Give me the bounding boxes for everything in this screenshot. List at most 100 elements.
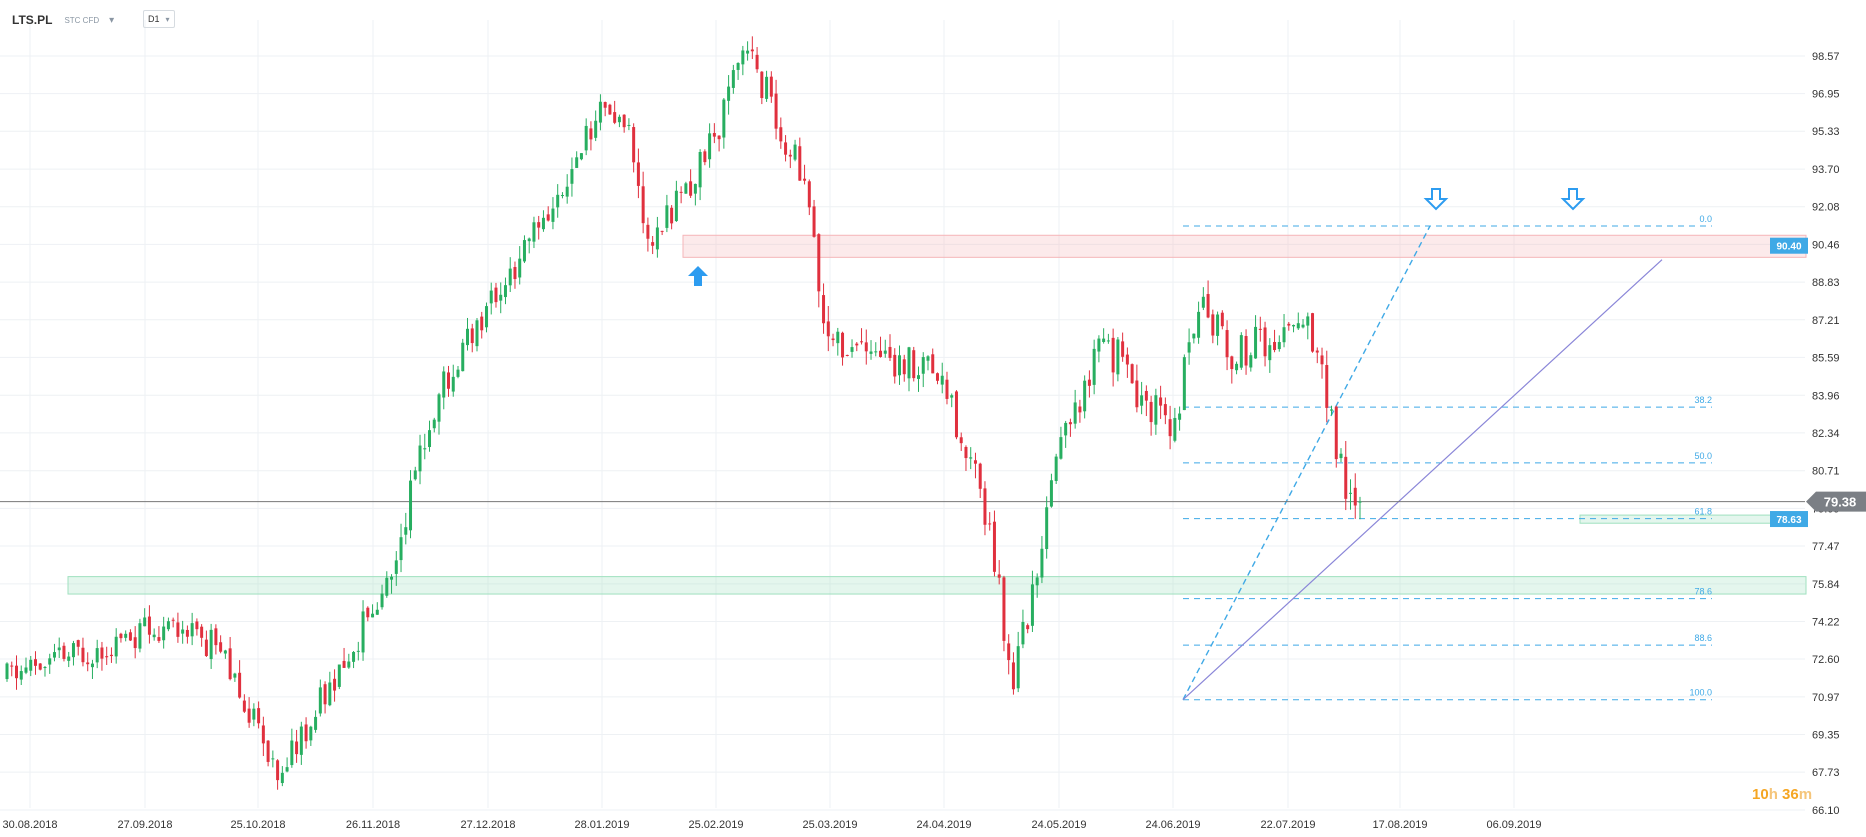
candle	[964, 445, 968, 471]
candle	[19, 665, 23, 686]
candle-body	[641, 186, 645, 224]
candle	[48, 653, 52, 674]
candle-body	[1249, 355, 1253, 368]
candle-body	[551, 208, 555, 222]
candle	[219, 635, 223, 654]
candle-body	[841, 332, 845, 358]
candle	[935, 372, 939, 385]
candle	[1201, 287, 1205, 311]
candle	[879, 336, 883, 358]
candle-body	[114, 636, 118, 657]
price-labels: 90.40 78.63 79.38	[1770, 237, 1866, 528]
candle	[845, 354, 849, 357]
candle	[100, 641, 104, 671]
candle	[570, 157, 574, 197]
candle-body	[299, 726, 303, 755]
timeframe-select[interactable]: D1 ▾	[143, 10, 175, 28]
candle	[883, 339, 887, 358]
candle	[390, 574, 394, 594]
candle-body	[1339, 453, 1343, 459]
candle-body	[5, 663, 9, 680]
candle	[945, 371, 949, 405]
candle	[1125, 347, 1129, 378]
candle-body	[874, 351, 878, 353]
candle-body	[613, 112, 617, 123]
candle	[893, 348, 897, 384]
date-tick-label: 24.04.2019	[916, 819, 971, 831]
candle-body	[195, 621, 199, 630]
current-price-label-bg	[1806, 491, 1866, 512]
candle	[1301, 319, 1305, 329]
candle-body	[209, 629, 213, 660]
candle-body	[10, 665, 14, 667]
candle	[1002, 575, 1006, 652]
resistance-price-label-text: 90.40	[1776, 242, 1801, 253]
candle	[579, 153, 583, 161]
candle	[803, 164, 807, 185]
candle-body	[1344, 456, 1348, 499]
candle-body	[470, 328, 474, 344]
down-arrow-icon	[1423, 188, 1449, 211]
candle	[1192, 333, 1196, 344]
candle	[874, 342, 878, 357]
candle-body	[1068, 422, 1072, 425]
price-tick-label: 90.46	[1812, 239, 1840, 251]
candle	[826, 305, 830, 352]
candle-body	[295, 741, 299, 755]
date-tick-label: 27.12.2018	[460, 819, 515, 831]
candle-body	[731, 70, 735, 88]
candle	[238, 660, 242, 699]
candle	[712, 123, 716, 144]
candle	[1130, 363, 1134, 384]
price-tick-label: 96.95	[1812, 89, 1840, 101]
candle	[347, 653, 351, 669]
candle	[38, 663, 42, 671]
candle-body	[1306, 316, 1310, 326]
price-axis: 98.57 96.95 95.33 93.70 92.08 90.46 88.83 87.21…	[1812, 51, 1840, 817]
candle	[1087, 370, 1091, 398]
candle	[679, 186, 683, 204]
candle-body	[1220, 312, 1224, 327]
candle-body	[404, 527, 408, 535]
candle-body	[703, 151, 707, 163]
candle	[575, 151, 579, 168]
candle	[1173, 407, 1177, 443]
candle-body	[1035, 577, 1039, 586]
candle	[1249, 352, 1253, 372]
candle-body	[774, 93, 778, 129]
candle-body	[238, 672, 242, 698]
candle	[437, 392, 441, 435]
candle-body	[879, 350, 883, 357]
candle-body	[105, 656, 109, 658]
instrument-chevron-down-icon[interactable]: ▾	[109, 14, 115, 26]
candle-body	[727, 86, 731, 101]
candle	[1159, 385, 1163, 419]
candle-body	[784, 142, 788, 155]
price-tick-label: 67.73	[1812, 767, 1840, 779]
candle-body	[1087, 379, 1091, 386]
candle	[1149, 395, 1153, 436]
candle-body	[356, 650, 360, 652]
candle	[950, 393, 954, 408]
candle-body	[76, 640, 80, 647]
price-tick-label: 85.59	[1812, 352, 1840, 364]
candle	[1178, 406, 1182, 431]
candle	[209, 623, 213, 669]
candle	[741, 45, 745, 76]
candle	[1054, 453, 1058, 485]
price-tick-label: 93.70	[1812, 164, 1840, 176]
candle	[708, 123, 712, 168]
fib-anchor-line	[1182, 225, 1431, 701]
candle	[1349, 479, 1353, 510]
candle	[532, 216, 536, 249]
candle	[736, 62, 740, 80]
candle-body	[864, 342, 868, 352]
candle	[233, 672, 237, 682]
candle	[1273, 329, 1277, 353]
candle-body	[95, 648, 99, 663]
candle-body	[484, 306, 488, 328]
candle	[375, 602, 379, 615]
candle-body	[1182, 357, 1186, 411]
candle-body	[1296, 323, 1300, 329]
